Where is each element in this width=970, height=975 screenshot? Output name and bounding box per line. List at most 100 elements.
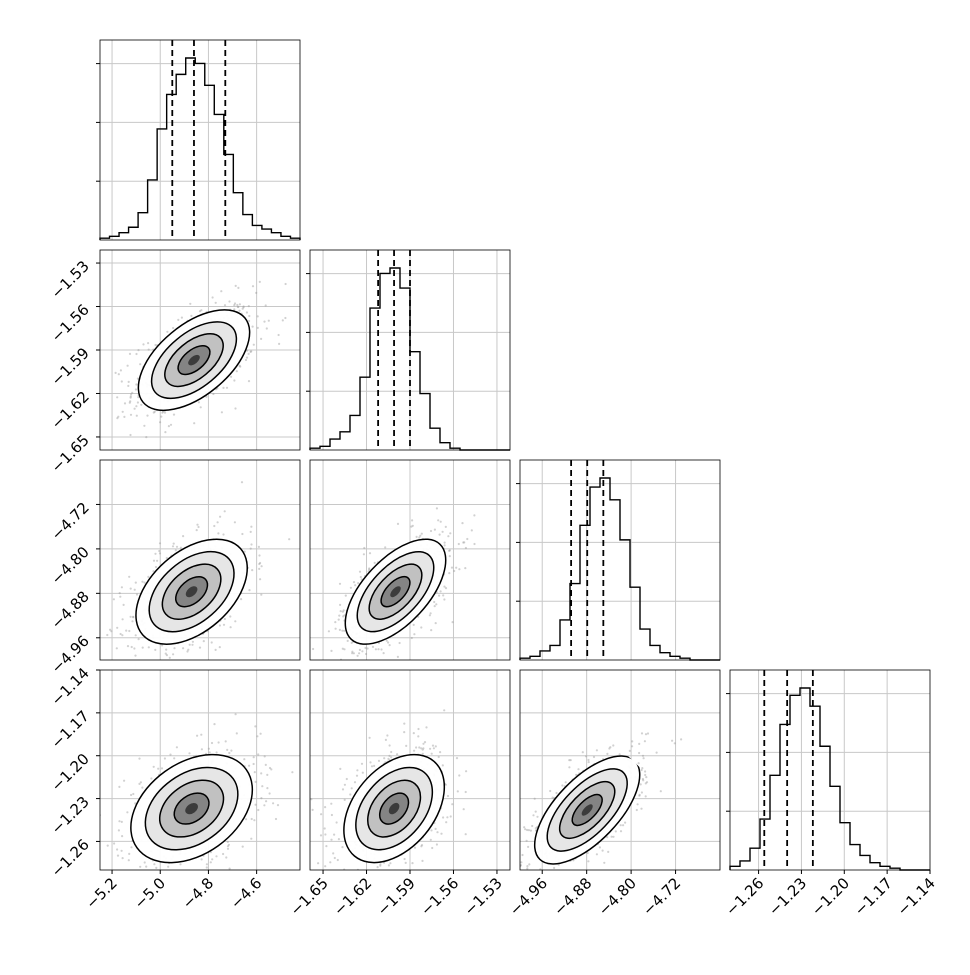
sample-point xyxy=(270,768,273,771)
sample-point xyxy=(324,833,327,836)
sample-point xyxy=(339,603,342,607)
sample-point xyxy=(291,771,294,774)
sample-point xyxy=(403,857,406,861)
sample-point xyxy=(548,878,550,880)
sample-point xyxy=(128,629,131,633)
sample-point xyxy=(510,888,512,890)
sample-point xyxy=(358,648,361,652)
sample-point xyxy=(457,542,460,546)
sample-point xyxy=(370,765,374,768)
sample-point xyxy=(157,767,160,770)
sample-point xyxy=(356,654,359,657)
sample-point xyxy=(135,383,138,386)
sample-point xyxy=(441,764,444,767)
sample-point xyxy=(443,709,446,712)
sample-point xyxy=(147,646,150,649)
sample-point xyxy=(358,570,362,573)
sample-point xyxy=(429,838,432,841)
panel-frame xyxy=(99,459,301,661)
sample-point xyxy=(241,307,244,310)
sample-point xyxy=(114,371,117,374)
sample-point xyxy=(230,749,233,752)
sample-point xyxy=(413,749,416,752)
sample-point xyxy=(258,554,261,557)
sample-point xyxy=(332,852,335,855)
sample-point xyxy=(252,343,255,346)
sample-point xyxy=(527,845,530,849)
sample-point xyxy=(465,770,468,773)
sample-point xyxy=(355,774,359,777)
sample-point xyxy=(252,762,255,766)
sample-point xyxy=(377,648,380,651)
sample-point xyxy=(120,849,123,852)
sample-point xyxy=(412,732,415,735)
sample-point xyxy=(435,507,438,510)
sample-point xyxy=(388,754,391,758)
sample-point xyxy=(202,640,205,643)
sample-point xyxy=(153,863,156,866)
sample-point xyxy=(612,835,615,838)
sample-point xyxy=(155,866,158,870)
sample-point xyxy=(106,633,109,637)
sample-point xyxy=(265,327,268,330)
sample-point xyxy=(150,777,153,780)
y-tick-label: −1.20 xyxy=(48,750,93,795)
sample-point xyxy=(455,757,459,760)
sample-point xyxy=(328,903,330,905)
sample-point xyxy=(167,425,170,428)
sample-point xyxy=(532,814,535,817)
sample-point xyxy=(369,873,371,875)
sample-point xyxy=(217,741,220,744)
sample-point xyxy=(135,414,138,417)
sample-point xyxy=(338,582,342,585)
sample-point xyxy=(175,545,179,548)
sample-point xyxy=(215,751,218,754)
sample-point xyxy=(264,304,267,307)
sample-point xyxy=(165,556,168,560)
sample-point xyxy=(422,747,425,750)
sample-point xyxy=(136,377,139,380)
sample-point xyxy=(182,647,185,650)
sample-point xyxy=(364,646,367,650)
sample-point xyxy=(642,757,645,760)
sample-point xyxy=(146,479,148,481)
sample-point xyxy=(163,411,167,414)
sample-point xyxy=(377,759,381,763)
sample-point xyxy=(429,612,432,615)
sample-point xyxy=(638,751,641,755)
sample-point xyxy=(278,342,281,345)
sample-point xyxy=(387,886,389,888)
sample-point xyxy=(139,363,142,366)
sample-point xyxy=(587,860,590,863)
sample-point xyxy=(141,786,144,789)
sample-point xyxy=(410,525,413,528)
sample-point xyxy=(564,781,567,784)
sample-point xyxy=(123,415,126,418)
sample-point xyxy=(330,802,333,805)
sample-point xyxy=(430,629,433,632)
sample-point xyxy=(367,871,369,873)
sample-point xyxy=(154,343,157,347)
sample-point xyxy=(249,530,252,534)
sample-point xyxy=(608,747,611,750)
sample-point xyxy=(403,722,406,725)
sample-point xyxy=(179,863,182,866)
sample-point xyxy=(254,725,257,728)
x-tick-label: −1.23 xyxy=(765,874,810,919)
sample-point xyxy=(455,566,458,569)
sample-point xyxy=(311,808,314,812)
sample-point xyxy=(241,532,244,536)
sample-point xyxy=(119,595,122,598)
sample-point xyxy=(429,529,433,533)
x-tick-label: −1.17 xyxy=(851,874,896,919)
sample-point xyxy=(374,648,377,651)
sample-point xyxy=(254,780,257,784)
sample-point xyxy=(258,567,261,571)
sample-point xyxy=(569,759,572,762)
sample-point xyxy=(361,650,364,653)
y-tick-label: −1.62 xyxy=(48,388,93,433)
sample-point xyxy=(191,640,194,643)
sample-point xyxy=(238,309,241,312)
sample-point xyxy=(644,795,647,798)
sample-point xyxy=(464,790,467,794)
